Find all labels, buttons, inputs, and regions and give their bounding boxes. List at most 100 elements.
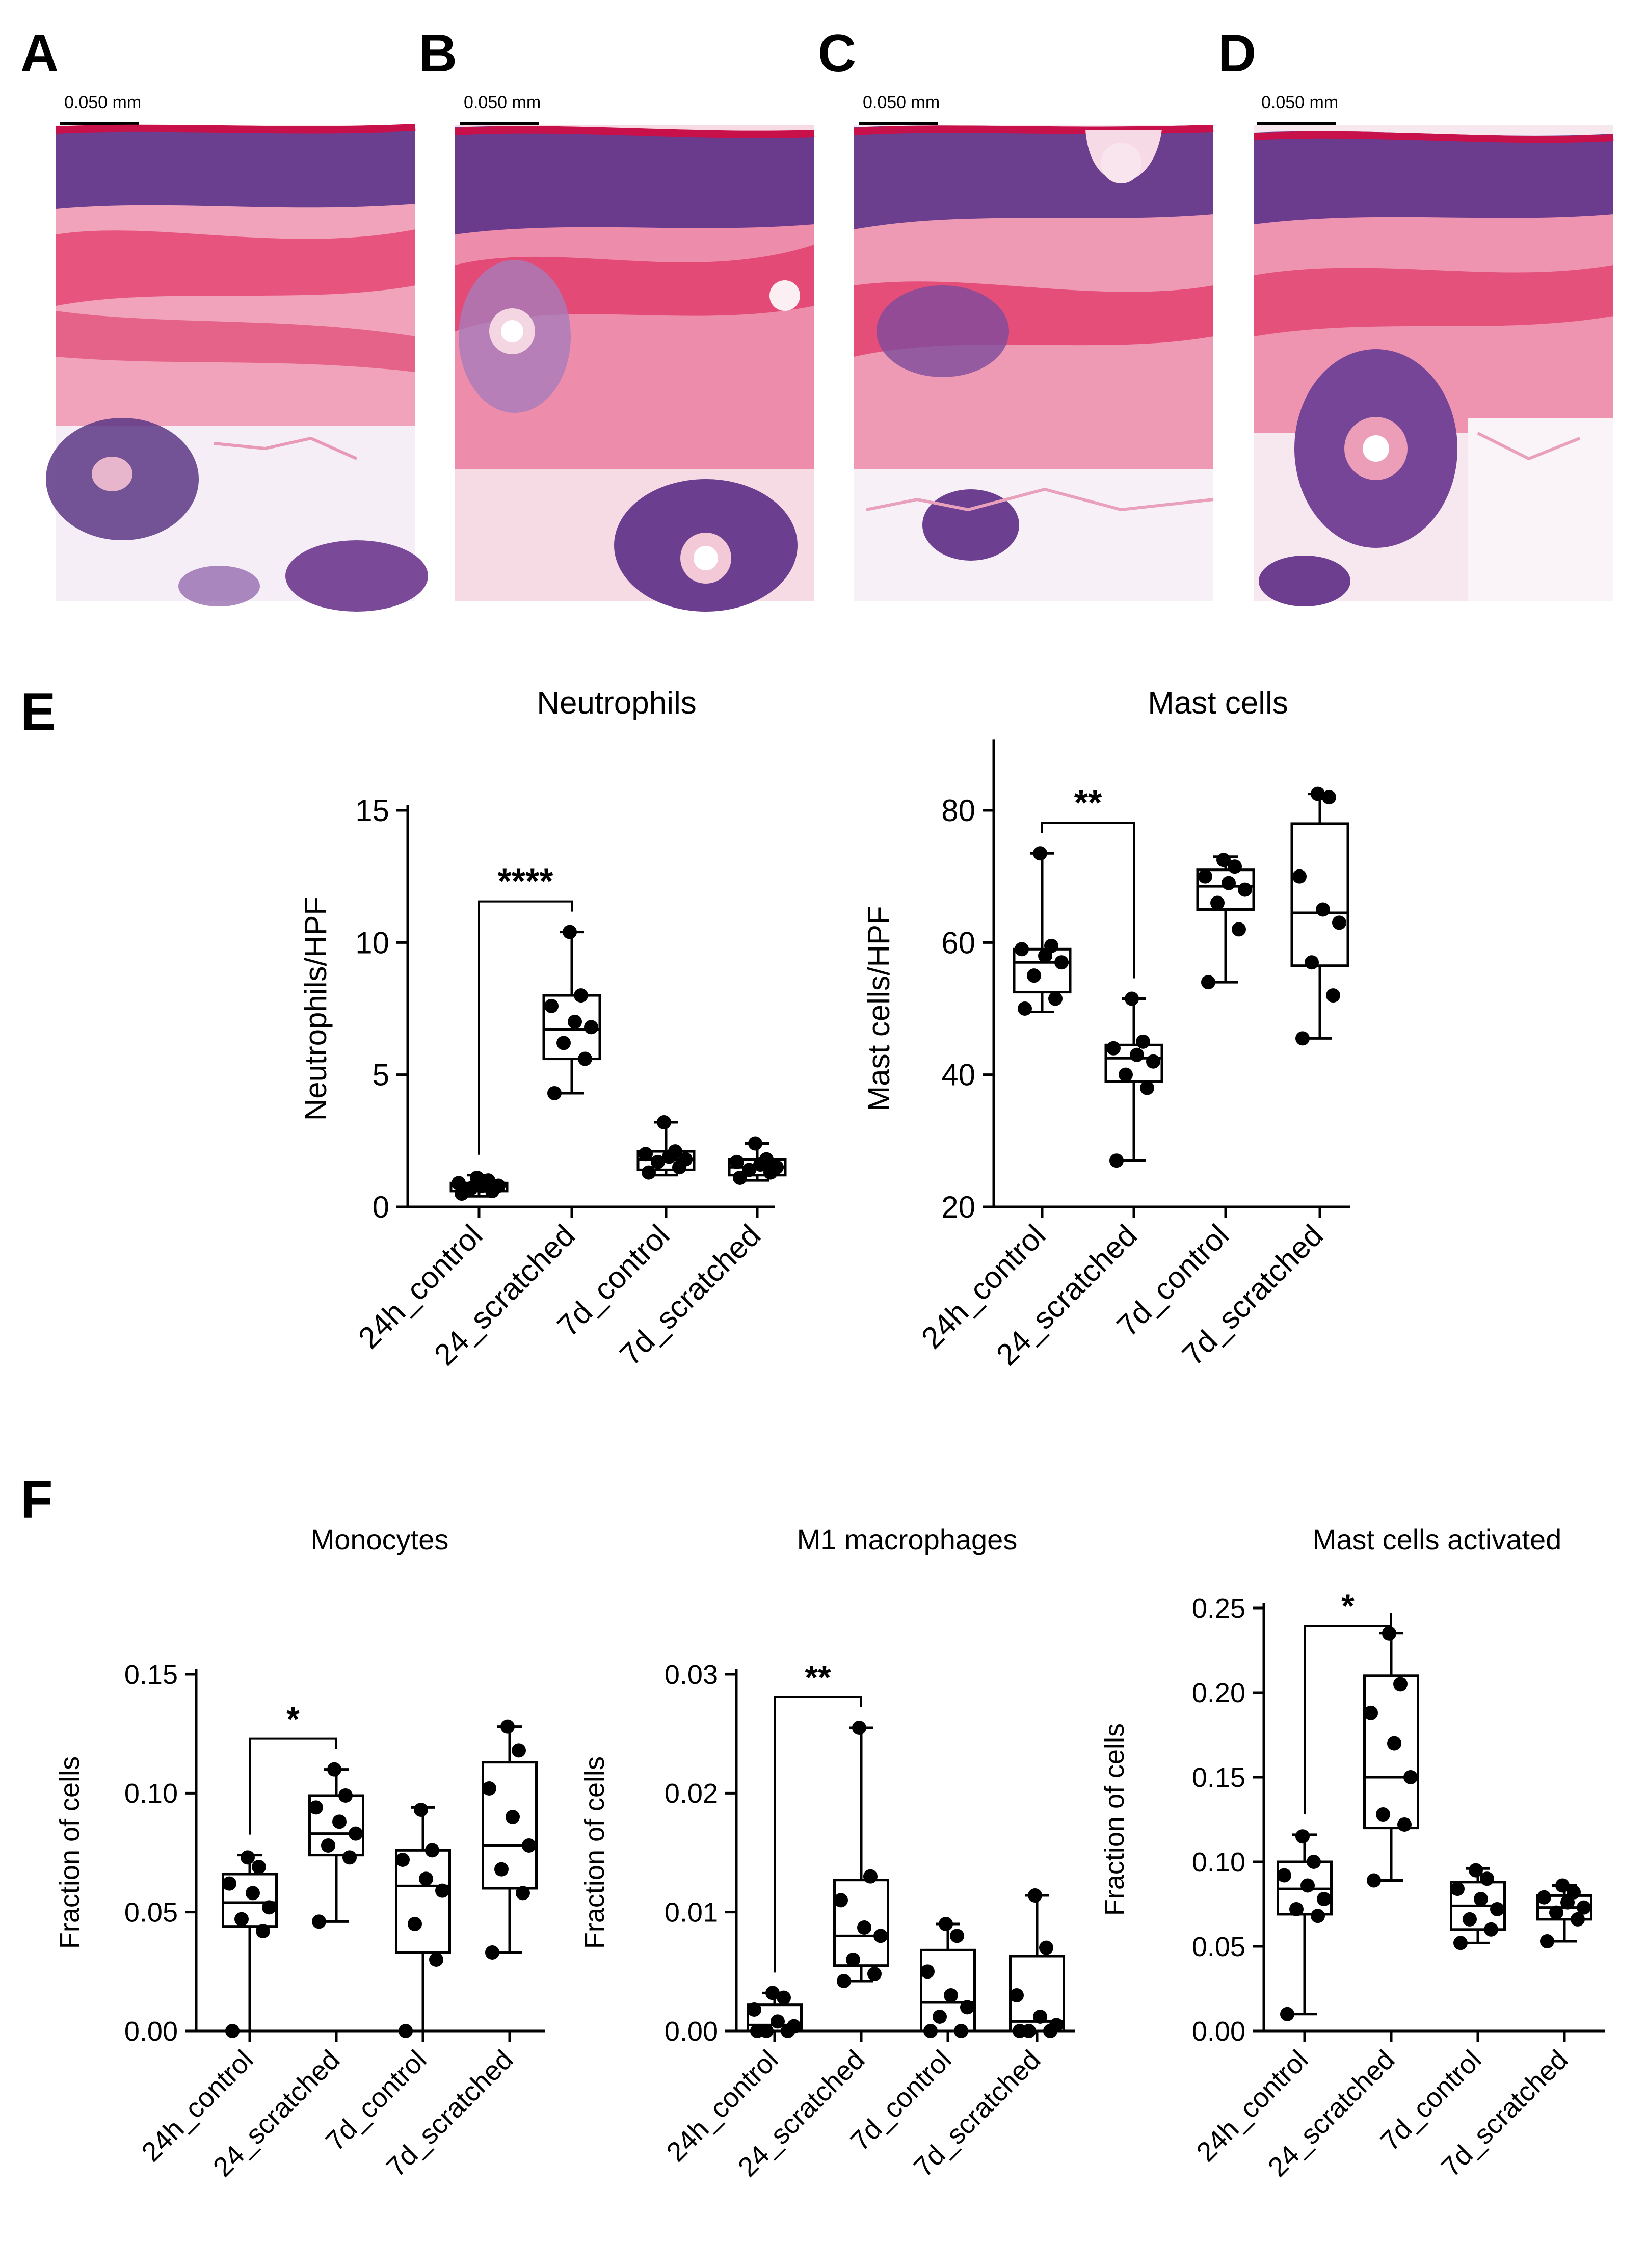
data-point: [1382, 1626, 1396, 1641]
y-tick-label: 60: [941, 926, 975, 960]
data-point: [1453, 1936, 1468, 1950]
y-tick-label: 0.00: [124, 2016, 178, 2047]
data-point: [321, 1838, 335, 1853]
y-axis-label: Mast cells/HPF: [862, 906, 896, 1111]
data-point: [556, 1036, 571, 1050]
data-point: [241, 1850, 255, 1865]
y-tick-label: 0.02: [665, 1778, 718, 1809]
data-point: [578, 1051, 592, 1066]
panel-letter-d: D: [1218, 24, 1256, 83]
data-point: [759, 1152, 774, 1167]
significance-label: *: [1341, 1587, 1355, 1625]
data-point: [1403, 1770, 1418, 1784]
y-tick-label: 20: [941, 1190, 975, 1224]
data-point: [256, 1924, 270, 1938]
data-point: [1119, 1067, 1133, 1082]
data-point: [867, 1967, 882, 1981]
y-tick-label: 0.00: [1192, 2016, 1245, 2047]
data-point: [1397, 1817, 1412, 1832]
data-point: [470, 1170, 484, 1185]
data-point: [944, 1988, 958, 2002]
y-tick-label: 0.00: [665, 2016, 718, 2047]
data-point: [574, 988, 588, 1003]
data-point: [1018, 1001, 1032, 1016]
data-point: [1198, 869, 1212, 884]
data-point: [759, 2024, 774, 2038]
data-point: [1364, 1705, 1378, 1720]
y-axis-label: Fraction of cells: [579, 1756, 610, 1949]
data-point: [1228, 859, 1242, 874]
data-point: [252, 1860, 266, 1874]
data-point: [395, 1853, 410, 1867]
data-point: [668, 1144, 682, 1159]
data-point: [651, 1154, 665, 1169]
data-point: [837, 1974, 851, 1988]
chart-m1-macrophages: M1 macrophages Fraction of cells 0.00 0.01 0…: [579, 1523, 1075, 2183]
scale-bar-label: 0.050 mm: [464, 93, 541, 112]
data-point: [747, 2002, 761, 2017]
data-point: [1307, 1855, 1321, 1869]
y-tick-label: 0.03: [665, 1659, 718, 1690]
significance-bracket: [249, 1737, 337, 1835]
data-point: [563, 925, 577, 939]
data-point: [1295, 1829, 1310, 1844]
y-tick-label: 0: [373, 1190, 389, 1224]
data-point: [342, 1850, 357, 1865]
panel-letter-a: A: [20, 24, 59, 83]
data-point: [547, 1086, 562, 1100]
data-point: [1125, 991, 1139, 1006]
data-point: [1474, 1892, 1488, 1907]
data-point: [338, 1788, 353, 1803]
chart-title: M1 macrophages: [797, 1523, 1018, 1555]
data-point: [1300, 1878, 1315, 1893]
scale-bar-b: 0.050 mm: [460, 93, 541, 129]
data-point: [639, 1147, 653, 1162]
data-point: [1136, 1034, 1150, 1049]
data-point: [1322, 790, 1336, 805]
data-point: [429, 1953, 443, 1967]
micrograph-d: [1254, 125, 1614, 606]
data-point: [1555, 1878, 1570, 1893]
y-tick-label: 0.20: [1192, 1678, 1245, 1708]
data-point: [1292, 869, 1307, 884]
data-point: [1305, 955, 1319, 970]
y-tick-label: 5: [373, 1058, 389, 1092]
data-point: [1549, 1905, 1563, 1920]
data-point: [494, 1862, 509, 1877]
y-axis-label: Neutrophils/HPF: [299, 896, 333, 1121]
data-point: [309, 1800, 323, 1815]
data-point: [1490, 1902, 1504, 1916]
data-point: [1463, 1912, 1477, 1927]
data-point: [777, 1990, 791, 2005]
data-point: [1537, 1890, 1551, 1905]
data-point: [584, 1020, 598, 1035]
scale-bar-label: 0.050 mm: [1261, 93, 1338, 112]
data-point: [1222, 876, 1236, 890]
data-point: [225, 2024, 240, 2038]
significance-bracket: [478, 900, 573, 1155]
data-point: [1109, 1153, 1124, 1168]
box-1: [1363, 1632, 1419, 1882]
data-point: [1106, 1041, 1121, 1056]
box-2: [395, 1806, 451, 2033]
data-point: [332, 1814, 347, 1829]
y-tick-label: 0.01: [665, 1897, 718, 1928]
box-3: [1290, 793, 1349, 1040]
y-tick-label: 10: [355, 926, 389, 960]
box-iqr: [222, 1873, 278, 1928]
data-point: [1039, 1940, 1053, 1955]
box-iqr: [1290, 822, 1349, 967]
scale-bar-c: 0.050 mm: [859, 93, 940, 129]
data-point: [522, 1838, 536, 1853]
box-iqr: [1363, 1674, 1419, 1830]
data-point: [485, 1945, 499, 1960]
y-tick-label: 0.10: [124, 1778, 178, 1809]
chart-monocytes: Monocytes Fraction of cells 0.00 0.05 0.10 0.…: [55, 1523, 545, 2183]
data-point: [1048, 991, 1063, 1006]
data-point: [1033, 846, 1047, 861]
chart-title: Neutrophils: [537, 685, 697, 721]
significance-label: **: [1074, 782, 1102, 822]
y-axis-label: Fraction of cells: [55, 1756, 85, 1949]
